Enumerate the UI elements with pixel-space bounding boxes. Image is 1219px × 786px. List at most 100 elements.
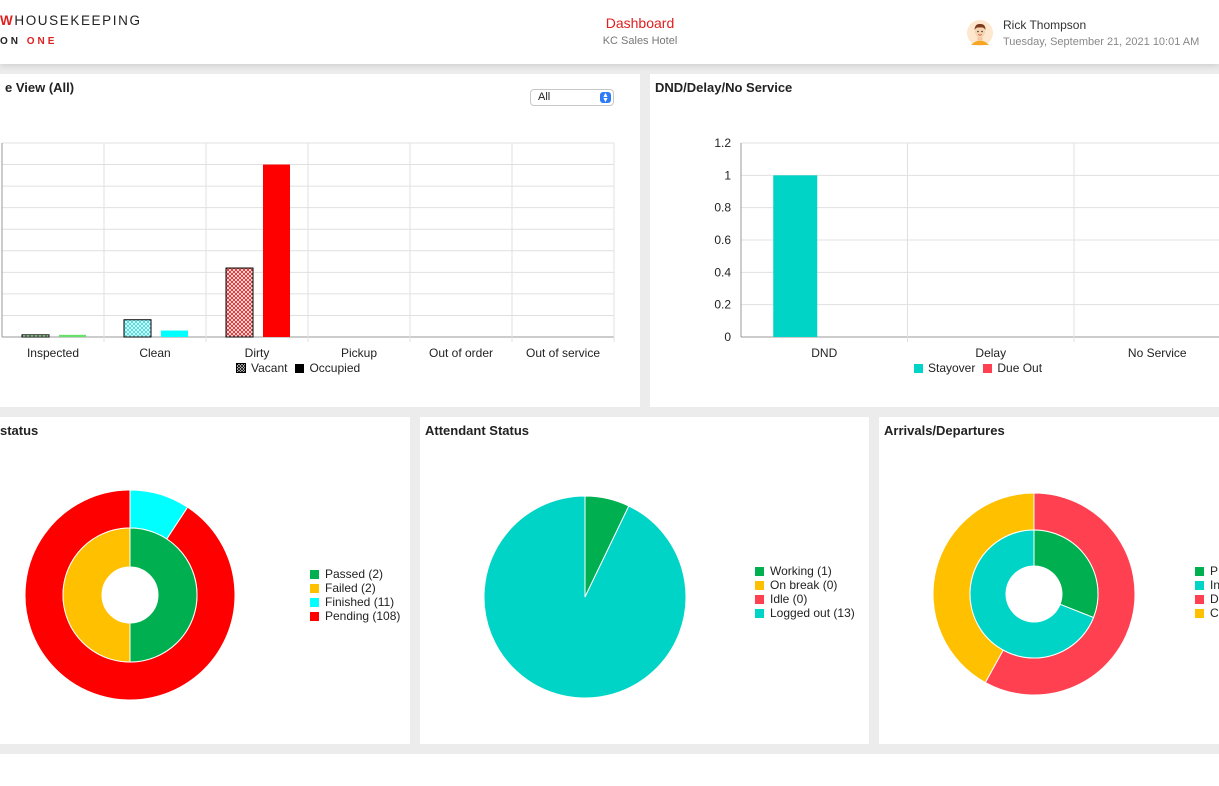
arrivals-departures-title: Arrivals/Departures xyxy=(884,423,1005,438)
legend-label: P xyxy=(1210,564,1219,578)
room-status-title: e View (All) xyxy=(5,80,75,95)
bar-vacant[interactable] xyxy=(123,319,152,338)
legend-item-3[interactable]: D xyxy=(1195,592,1219,606)
y-tick-label: 0.4 xyxy=(714,265,731,279)
legend-swatch xyxy=(1195,566,1204,576)
inspection-status-title: status xyxy=(0,423,39,438)
legend-failed[interactable]: Failed (2) xyxy=(310,581,400,595)
legend-item-4[interactable]: C xyxy=(1195,606,1219,620)
logo-tagline-red: ONE xyxy=(26,36,58,47)
room-filter-select[interactable]: All ▲ ▼ xyxy=(530,89,614,106)
legend-due-out[interactable]: Due Out xyxy=(997,361,1043,375)
logo-tagline: ON ONE xyxy=(0,36,57,47)
legend-swatch xyxy=(1195,580,1204,590)
y-tick-label: 0.2 xyxy=(714,298,731,312)
attendant-status-title: Attendant Status xyxy=(425,423,529,438)
legend-pending[interactable]: Pending (108) xyxy=(310,609,400,623)
pie-slice-inner[interactable] xyxy=(1033,529,1099,619)
bar-vacant[interactable] xyxy=(225,267,254,338)
bar-vacant[interactable] xyxy=(21,334,50,338)
arrivals-departures-legend: P In D C xyxy=(1195,564,1219,620)
legend-idle[interactable]: Idle (0) xyxy=(755,592,855,606)
x-tick-label: DND xyxy=(811,346,837,360)
legend-occupied[interactable]: Occupied xyxy=(309,361,361,375)
room-status-legend: Vacant Occupied xyxy=(236,361,360,375)
y-tick-label: 1 xyxy=(724,168,731,182)
y-tick-label: 0.8 xyxy=(714,201,731,215)
legend-stayover[interactable]: Stayover xyxy=(928,361,976,375)
y-tick-label: 1.2 xyxy=(714,136,731,150)
y-tick-label: 0.6 xyxy=(714,233,731,247)
inspection-status-panel: status Passed (2) Failed (2) Finished (1… xyxy=(0,417,410,744)
legend-due-out-swatch xyxy=(983,363,993,373)
legend-on-break[interactable]: On break (0) xyxy=(755,578,855,592)
dashboard-canvas: e View (All) All ▲ ▼ xyxy=(0,64,1219,754)
logo-tagline-dark: ON xyxy=(0,36,21,47)
legend-swatch xyxy=(310,597,319,607)
legend-label: C xyxy=(1210,606,1219,620)
x-tick-label: Out of order xyxy=(429,346,493,360)
legend-occupied-swatch xyxy=(295,363,305,373)
avatar[interactable] xyxy=(966,19,994,47)
page-heading: Dashboard KC Sales Hotel xyxy=(540,15,740,47)
legend-vacant[interactable]: Vacant xyxy=(251,361,288,375)
top-header: WHOUSEKEEPING ON ONE Dashboard KC Sales … xyxy=(0,0,1219,64)
pie-slice[interactable] xyxy=(483,495,687,699)
dnd-delay-legend: Stayover Due Out xyxy=(914,361,1042,375)
x-tick-label: No Service xyxy=(1128,346,1187,360)
logo-wordmark: HOUSEKEEPING xyxy=(14,13,142,28)
logo[interactable]: WHOUSEKEEPING xyxy=(0,13,142,28)
dnd-delay-chart: 0 0.2 0.4 0.6 0.8 1 1.2 DND Delay No Service xyxy=(714,136,1219,360)
arrivals-departures-chart xyxy=(932,492,1136,696)
legend-item-2[interactable]: In xyxy=(1195,578,1219,592)
legend-working[interactable]: Working (1) xyxy=(755,564,855,578)
legend-label: D xyxy=(1210,592,1219,606)
legend-swatch xyxy=(755,566,764,576)
legend-passed[interactable]: Passed (2) xyxy=(310,567,400,581)
legend-swatch xyxy=(755,580,764,590)
bar-occupied[interactable] xyxy=(263,164,290,337)
legend-label: Idle (0) xyxy=(770,592,808,606)
bar-stayover[interactable] xyxy=(773,175,818,337)
arrivals-departures-panel: Arrivals/Departures P In D C xyxy=(879,417,1219,744)
pie-slice-outer[interactable] xyxy=(24,489,236,701)
legend-label: In xyxy=(1210,578,1219,592)
x-tick-label: Clean xyxy=(139,346,170,360)
legend-label: Logged out (13) xyxy=(770,606,855,620)
pie-slice-inner[interactable] xyxy=(129,527,198,663)
dnd-delay-title: DND/Delay/No Service xyxy=(655,80,793,95)
select-arrows-icon: ▲ ▼ xyxy=(600,92,611,104)
inspection-status-legend: Passed (2) Failed (2) Finished (11) Pend… xyxy=(310,567,400,623)
pie-slice-inner[interactable] xyxy=(62,527,131,663)
legend-swatch xyxy=(755,608,764,618)
user-name[interactable]: Rick Thompson xyxy=(1003,18,1087,32)
bar-occupied[interactable] xyxy=(161,330,188,337)
legend-label: On break (0) xyxy=(770,578,838,592)
legend-swatch xyxy=(1195,608,1204,618)
legend-swatch xyxy=(755,594,764,604)
dnd-delay-panel: DND/Delay/No Service 0 0.2 0.4 0.6 0.8 1 1.2 DN… xyxy=(650,74,1219,407)
legend-label: Finished (11) xyxy=(325,595,395,609)
current-datetime: Tuesday, September 21, 2021 10:01 AM xyxy=(1003,36,1200,48)
legend-swatch xyxy=(310,583,319,593)
legend-label: Failed (2) xyxy=(325,581,376,595)
bar-occupied[interactable] xyxy=(59,334,86,337)
legend-logged-out[interactable]: Logged out (13) xyxy=(755,606,855,620)
legend-label: Pending (108) xyxy=(325,609,401,623)
legend-swatch xyxy=(310,611,319,621)
legend-finished[interactable]: Finished (11) xyxy=(310,595,400,609)
inspection-status-chart xyxy=(24,489,236,701)
attendant-status-legend: Working (1) On break (0) Idle (0) Logged… xyxy=(755,564,855,620)
x-tick-label: Delay xyxy=(975,346,1006,360)
legend-item-1[interactable]: P xyxy=(1195,564,1219,578)
hotel-name: KC Sales Hotel xyxy=(602,35,678,47)
legend-swatch xyxy=(310,569,319,579)
y-tick-label: 0 xyxy=(724,330,731,344)
page-title: Dashboard xyxy=(605,15,675,31)
pie-slice-inner[interactable] xyxy=(969,529,1095,659)
attendant-status-chart xyxy=(483,495,687,699)
room-status-chart: Inspected Clean Dirty Pickup Out of order Out… xyxy=(1,142,615,360)
legend-stayover-swatch xyxy=(914,363,923,373)
legend-vacant-swatch xyxy=(236,363,246,373)
legend-label: Passed (2) xyxy=(325,567,384,581)
